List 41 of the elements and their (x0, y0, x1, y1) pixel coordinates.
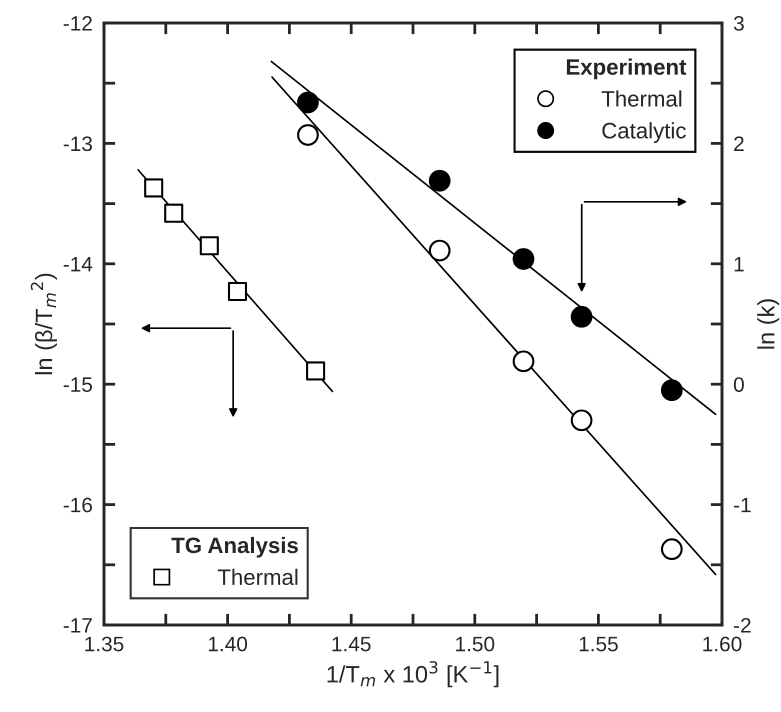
y2-tick-label: 0 (734, 377, 744, 392)
x-tick-label: 1.50 (456, 636, 494, 652)
x-tick-label: 1.40 (208, 636, 248, 652)
y2-tick-label: 1 (734, 257, 744, 272)
legend-label: Thermal (218, 568, 298, 586)
y-axis-title: ln (β/T$_{m}$$^{2}$) (30, 274, 57, 374)
x-tick-label: 1.45 (332, 636, 371, 652)
y-tick-label: -15 (64, 377, 92, 392)
y2-tick-label: 3 (734, 16, 744, 31)
point (570, 409, 592, 432)
legend-label: Thermal (602, 90, 682, 107)
y2-tick-label: -2 (734, 618, 751, 633)
point (306, 361, 326, 381)
point (512, 248, 534, 270)
point (512, 350, 534, 372)
y-tick-label: -16 (64, 498, 92, 512)
y-tick-label: -13 (64, 136, 92, 152)
point (297, 124, 319, 146)
text: TG Analysis (171, 536, 298, 558)
y-tick-label: -12 (64, 16, 92, 31)
point (200, 236, 219, 256)
x-axis-title: 1/T$_{m}$ x 10$^{3}$ [K$^{−1}$] (328, 661, 498, 688)
y-tick-label: -17 (64, 618, 92, 633)
point (144, 178, 164, 198)
point (660, 379, 683, 402)
point (428, 240, 451, 262)
y-tick-label: -14 (64, 257, 92, 272)
point (297, 92, 319, 114)
point (570, 306, 592, 328)
y2-axis-title: ln (k) (757, 299, 780, 349)
point (228, 282, 248, 302)
point (428, 170, 451, 192)
y2-tick-label: -1 (734, 498, 751, 512)
legend-label: Catalytic (602, 122, 686, 143)
point (660, 538, 683, 560)
x-tick-label: 1.55 (580, 636, 618, 652)
x-tick-label: 1.60 (703, 636, 742, 652)
text: Experiment (566, 58, 686, 80)
point (164, 204, 184, 223)
x-tick-label: 1.35 (85, 636, 124, 652)
y2-tick-label: 2 (734, 136, 744, 151)
